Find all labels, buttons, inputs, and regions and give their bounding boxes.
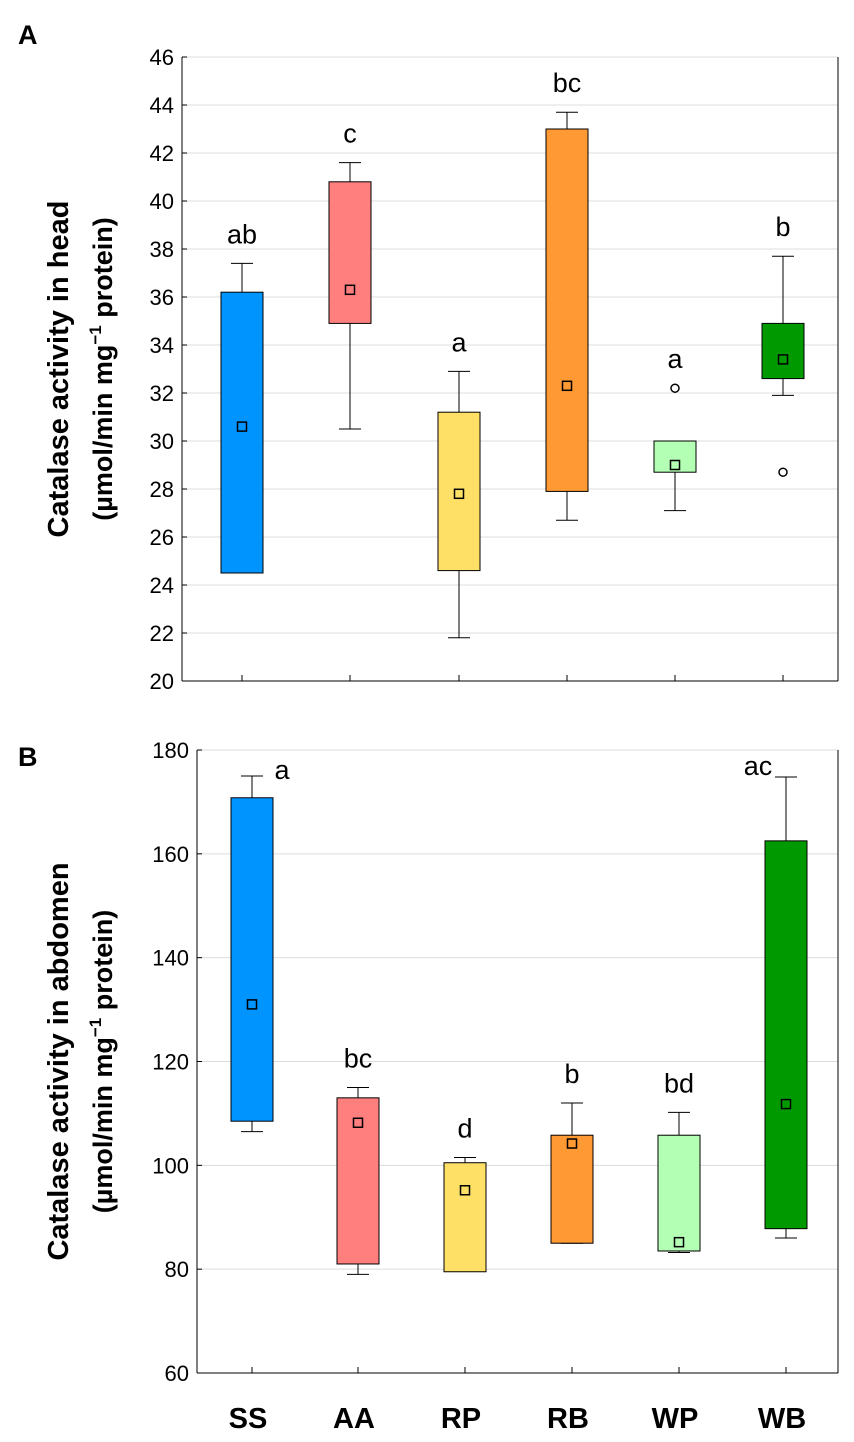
y-tick-label: 80 [165, 1257, 189, 1282]
x-axis-category-labels: SS AA RP RB WP WB [229, 1403, 807, 1435]
y-tick-label: 42 [150, 141, 174, 166]
box-wb [761, 322, 805, 380]
y-tick-label: 28 [150, 477, 174, 502]
x-category-label-rp: RP [441, 1403, 481, 1435]
y-tick-label: 34 [150, 333, 174, 358]
y-tick-label: 26 [150, 525, 174, 550]
y-axis-title-line2: (µmol/min mg−1 protein) [86, 217, 118, 520]
significance-letter-wp: bd [664, 1068, 694, 1098]
x-category-label-wb: WB [758, 1403, 806, 1435]
y-tick-label: 40 [150, 189, 174, 214]
panel-b-chart: 60 80 100 120 140 160 180 Catalase activity in … [43, 738, 839, 1386]
y-axis-title-line1: Catalase activity in head [43, 201, 75, 538]
panel-b-label: B [18, 742, 38, 772]
y-tick-label: 32 [150, 381, 174, 406]
box-rb [550, 1134, 594, 1244]
significance-letter-rb: b [564, 1059, 579, 1089]
significance-letter-wb: b [775, 212, 790, 242]
mean-marker-rb [561, 380, 573, 392]
box-wp [657, 1134, 701, 1252]
y-tick-label: 36 [150, 285, 174, 310]
significance-letter-aa: c [343, 119, 357, 149]
y-tick-label: 46 [150, 45, 174, 70]
mean-marker-rp [459, 1185, 471, 1196]
y-tick-label: 20 [150, 669, 174, 694]
significance-letter-rp: d [457, 1114, 472, 1144]
significance-letter-ss: ab [227, 219, 257, 249]
panel-a-label: A [18, 20, 38, 50]
significance-letter-wb: ac [744, 751, 773, 781]
y-axis-title-superscript: −1 [86, 325, 105, 344]
x-category-label-wp: WP [652, 1403, 699, 1435]
y-tick-label: 30 [150, 429, 174, 454]
mean-marker-wb [777, 354, 789, 365]
y-tick-label: 140 [152, 946, 189, 971]
mean-marker-wp [669, 459, 681, 471]
box-rp [437, 411, 481, 572]
panel-a-chart: 20 22 24 26 28 30 32 34 36 38 40 42 44 46 Catalase act… [43, 45, 839, 694]
significance-letter-ss: a [274, 755, 290, 785]
y-tick-label: 120 [152, 1050, 189, 1075]
significance-letter-wp: a [667, 344, 683, 374]
mean-marker-wp [673, 1236, 685, 1248]
box-rp [443, 1162, 487, 1273]
y-axis-title-line2: (µmol/min mg−1 protein) [86, 910, 118, 1213]
mean-marker-ss [246, 999, 258, 1010]
box-ss [230, 797, 274, 1122]
y-axis-title-unit: (µmol/min mg [88, 345, 118, 521]
box-wp [653, 440, 697, 473]
mean-marker-aa [352, 1117, 364, 1129]
outlier-wp [670, 383, 680, 393]
y-axis-title-superscript: −1 [86, 1018, 105, 1037]
mean-marker-ss [236, 421, 248, 432]
y-axis-title-line1: Catalase activity in abdomen [43, 862, 75, 1260]
box-wb [764, 840, 808, 1230]
y-tick-label: 160 [152, 842, 189, 867]
y-tick-label: 44 [150, 93, 174, 118]
y-tick-label: 22 [150, 621, 174, 646]
y-tick-label: 24 [150, 573, 174, 598]
y-tick-label: 38 [150, 237, 174, 262]
significance-letter-aa: bc [344, 1043, 373, 1073]
y-tick-label: 60 [165, 1361, 189, 1386]
y-axis-title-unit-end: protein) [88, 217, 118, 325]
y-tick-label: 100 [152, 1153, 189, 1178]
x-category-label-aa: AA [333, 1403, 375, 1435]
box-aa [328, 181, 372, 324]
x-category-label-ss: SS [229, 1403, 268, 1435]
box-rb [545, 128, 589, 492]
box-ss [220, 291, 264, 574]
y-axis-title-unit: (µmol/min mg [88, 1037, 118, 1213]
mean-marker-rp [453, 488, 465, 500]
x-category-label-rb: RB [547, 1403, 589, 1435]
mean-marker-rb [566, 1138, 578, 1149]
y-axis-title-unit-end: protein) [88, 910, 118, 1018]
box-aa [336, 1097, 380, 1265]
significance-letter-rb: bc [553, 68, 582, 98]
mean-marker-wb [780, 1098, 792, 1110]
mean-marker-aa [344, 284, 356, 296]
significance-letter-rp: a [451, 327, 467, 357]
y-tick-label: 180 [152, 738, 189, 763]
outlier-wb [778, 467, 788, 477]
